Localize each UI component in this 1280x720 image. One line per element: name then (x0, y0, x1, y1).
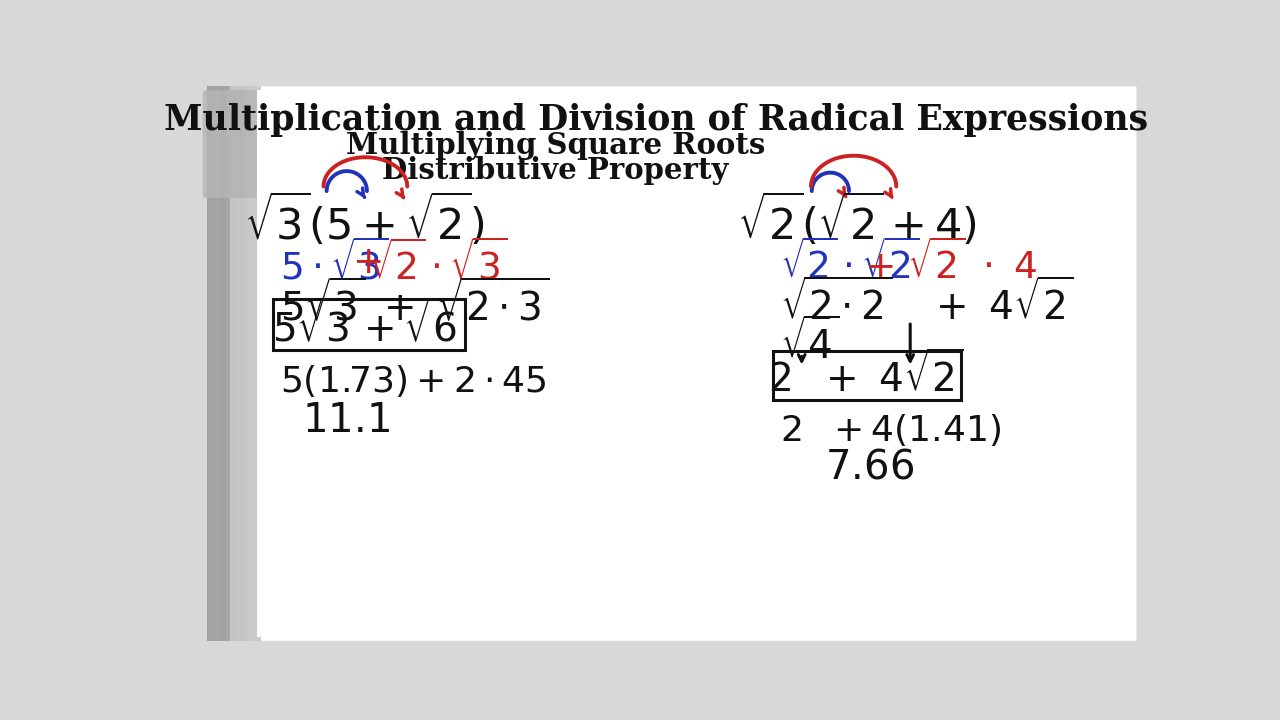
Text: $5(1.73)+2\cdot45$: $5(1.73)+2\cdot45$ (280, 364, 547, 400)
Text: Distributive Property: Distributive Property (381, 156, 728, 185)
Text: $\sqrt{2\cdot2}\ \ \ +\ 4\sqrt{2}$: $\sqrt{2\cdot2}\ \ \ +\ 4\sqrt{2}$ (780, 279, 1074, 328)
Text: $2\ \ +\ 4\sqrt{2}$: $2\ \ +\ 4\sqrt{2}$ (768, 351, 963, 400)
Text: $2\ \ +4(1.41)$: $2\ \ +4(1.41)$ (780, 412, 1001, 448)
Text: $\sqrt{2}\cdot\sqrt{2}$: $\sqrt{2}\cdot\sqrt{2}$ (780, 240, 919, 287)
Text: Multiplication and Division of Radical Expressions: Multiplication and Division of Radical E… (164, 102, 1148, 137)
PathPatch shape (229, 86, 1137, 641)
FancyBboxPatch shape (257, 90, 1133, 637)
Text: $7.66$: $7.66$ (824, 449, 914, 486)
Text: $5\sqrt{3}+\sqrt{6}$: $5\sqrt{3}+\sqrt{6}$ (271, 300, 463, 348)
FancyBboxPatch shape (202, 90, 265, 198)
PathPatch shape (206, 86, 261, 641)
Text: $\sqrt{3}(5+\sqrt{2})$: $\sqrt{3}(5+\sqrt{2})$ (243, 192, 484, 249)
PathPatch shape (229, 86, 261, 641)
FancyBboxPatch shape (773, 351, 961, 400)
Text: $\sqrt{2}\cdot\sqrt{3}$: $\sqrt{2}\cdot\sqrt{3}$ (367, 240, 508, 287)
Text: $\sqrt{2}(\sqrt{2}+4)$: $\sqrt{2}(\sqrt{2}+4)$ (737, 192, 978, 249)
Text: $\sqrt{4}$: $\sqrt{4}$ (780, 318, 840, 367)
Text: $11.1$: $11.1$ (302, 403, 390, 440)
Text: $5\cdot\sqrt{3}$: $5\cdot\sqrt{3}$ (280, 240, 388, 287)
Text: $5\sqrt{3}\ +\ \sqrt{2\cdot3}$: $5\sqrt{3}\ +\ \sqrt{2\cdot3}$ (280, 279, 549, 328)
Text: $+\ \sqrt{2}\ \cdot\ 4$: $+\ \sqrt{2}\ \cdot\ 4$ (864, 240, 1037, 287)
Text: $+$: $+$ (352, 246, 381, 282)
FancyBboxPatch shape (273, 299, 466, 350)
Text: Multiplying Square Roots: Multiplying Square Roots (346, 131, 765, 160)
